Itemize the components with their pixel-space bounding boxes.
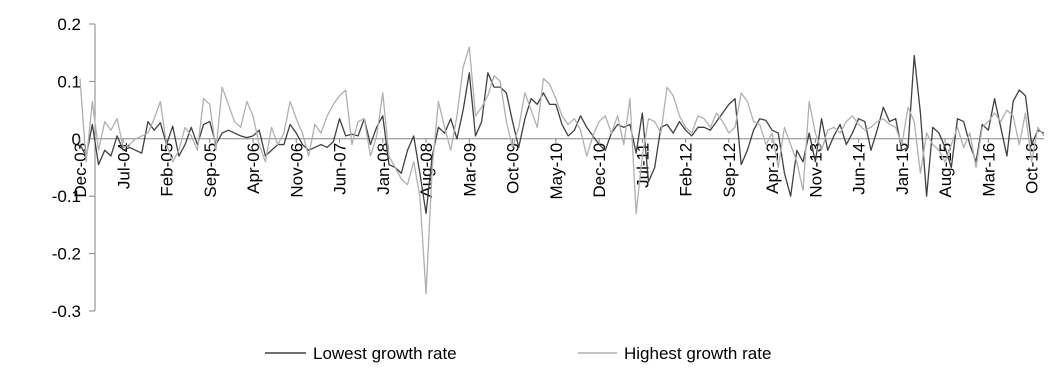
x-tick-label: Jan-15 xyxy=(893,143,912,195)
x-tick-label: Feb-05 xyxy=(158,143,177,197)
x-tick-label: Sep-05 xyxy=(201,143,220,198)
series-layer xyxy=(79,46,1045,295)
y-tick-label: 0.1 xyxy=(57,72,81,91)
x-tick-label: Oct-09 xyxy=(504,143,523,194)
y-tick-label: -0.1 xyxy=(52,187,81,206)
x-tick-label: Oct-16 xyxy=(1023,143,1042,194)
x-tick-label: Dec-10 xyxy=(590,143,609,198)
y-tick-label: 0 xyxy=(72,130,81,149)
x-tick-label: Jun-14 xyxy=(850,143,869,195)
legend-label-highest: Highest growth rate xyxy=(624,344,771,363)
x-tick-label: Nov-13 xyxy=(806,143,825,198)
series-line-highest-growth-rate xyxy=(79,46,1045,295)
x-tick-label: Apr-06 xyxy=(244,143,263,194)
x-tick-label: Jun-07 xyxy=(331,143,350,195)
x-tick-label: Jan-08 xyxy=(374,143,393,195)
x-tick-label: Mar-09 xyxy=(460,143,479,197)
legend: Lowest growth rate Highest growth rate xyxy=(265,344,771,363)
y-tick-label: -0.3 xyxy=(52,302,81,321)
x-tick-label: Aug-15 xyxy=(936,143,955,198)
y-axis: 0.2 0.1 0 -0.1 -0.2 -0.3 xyxy=(52,15,96,321)
series-line-lowest-growth-rate xyxy=(79,54,1045,215)
x-axis: Dec-03 Jul-04 Feb-05 Sep-05 Apr-06 Nov-06 Jun-… xyxy=(71,138,1044,200)
x-tick-label: Sep-12 xyxy=(720,143,739,198)
x-tick-label: Apr-13 xyxy=(763,143,782,194)
x-tick-label: May-10 xyxy=(547,143,566,200)
x-tick-label: Mar-16 xyxy=(979,143,998,197)
x-tick-label: Jul-04 xyxy=(114,143,133,189)
x-tick-label: Feb-12 xyxy=(677,143,696,197)
y-tick-label: -0.2 xyxy=(52,245,81,264)
legend-label-lowest: Lowest growth rate xyxy=(313,344,457,363)
y-tick-label: 0.2 xyxy=(57,15,81,34)
x-tick-label: Nov-06 xyxy=(287,143,306,198)
